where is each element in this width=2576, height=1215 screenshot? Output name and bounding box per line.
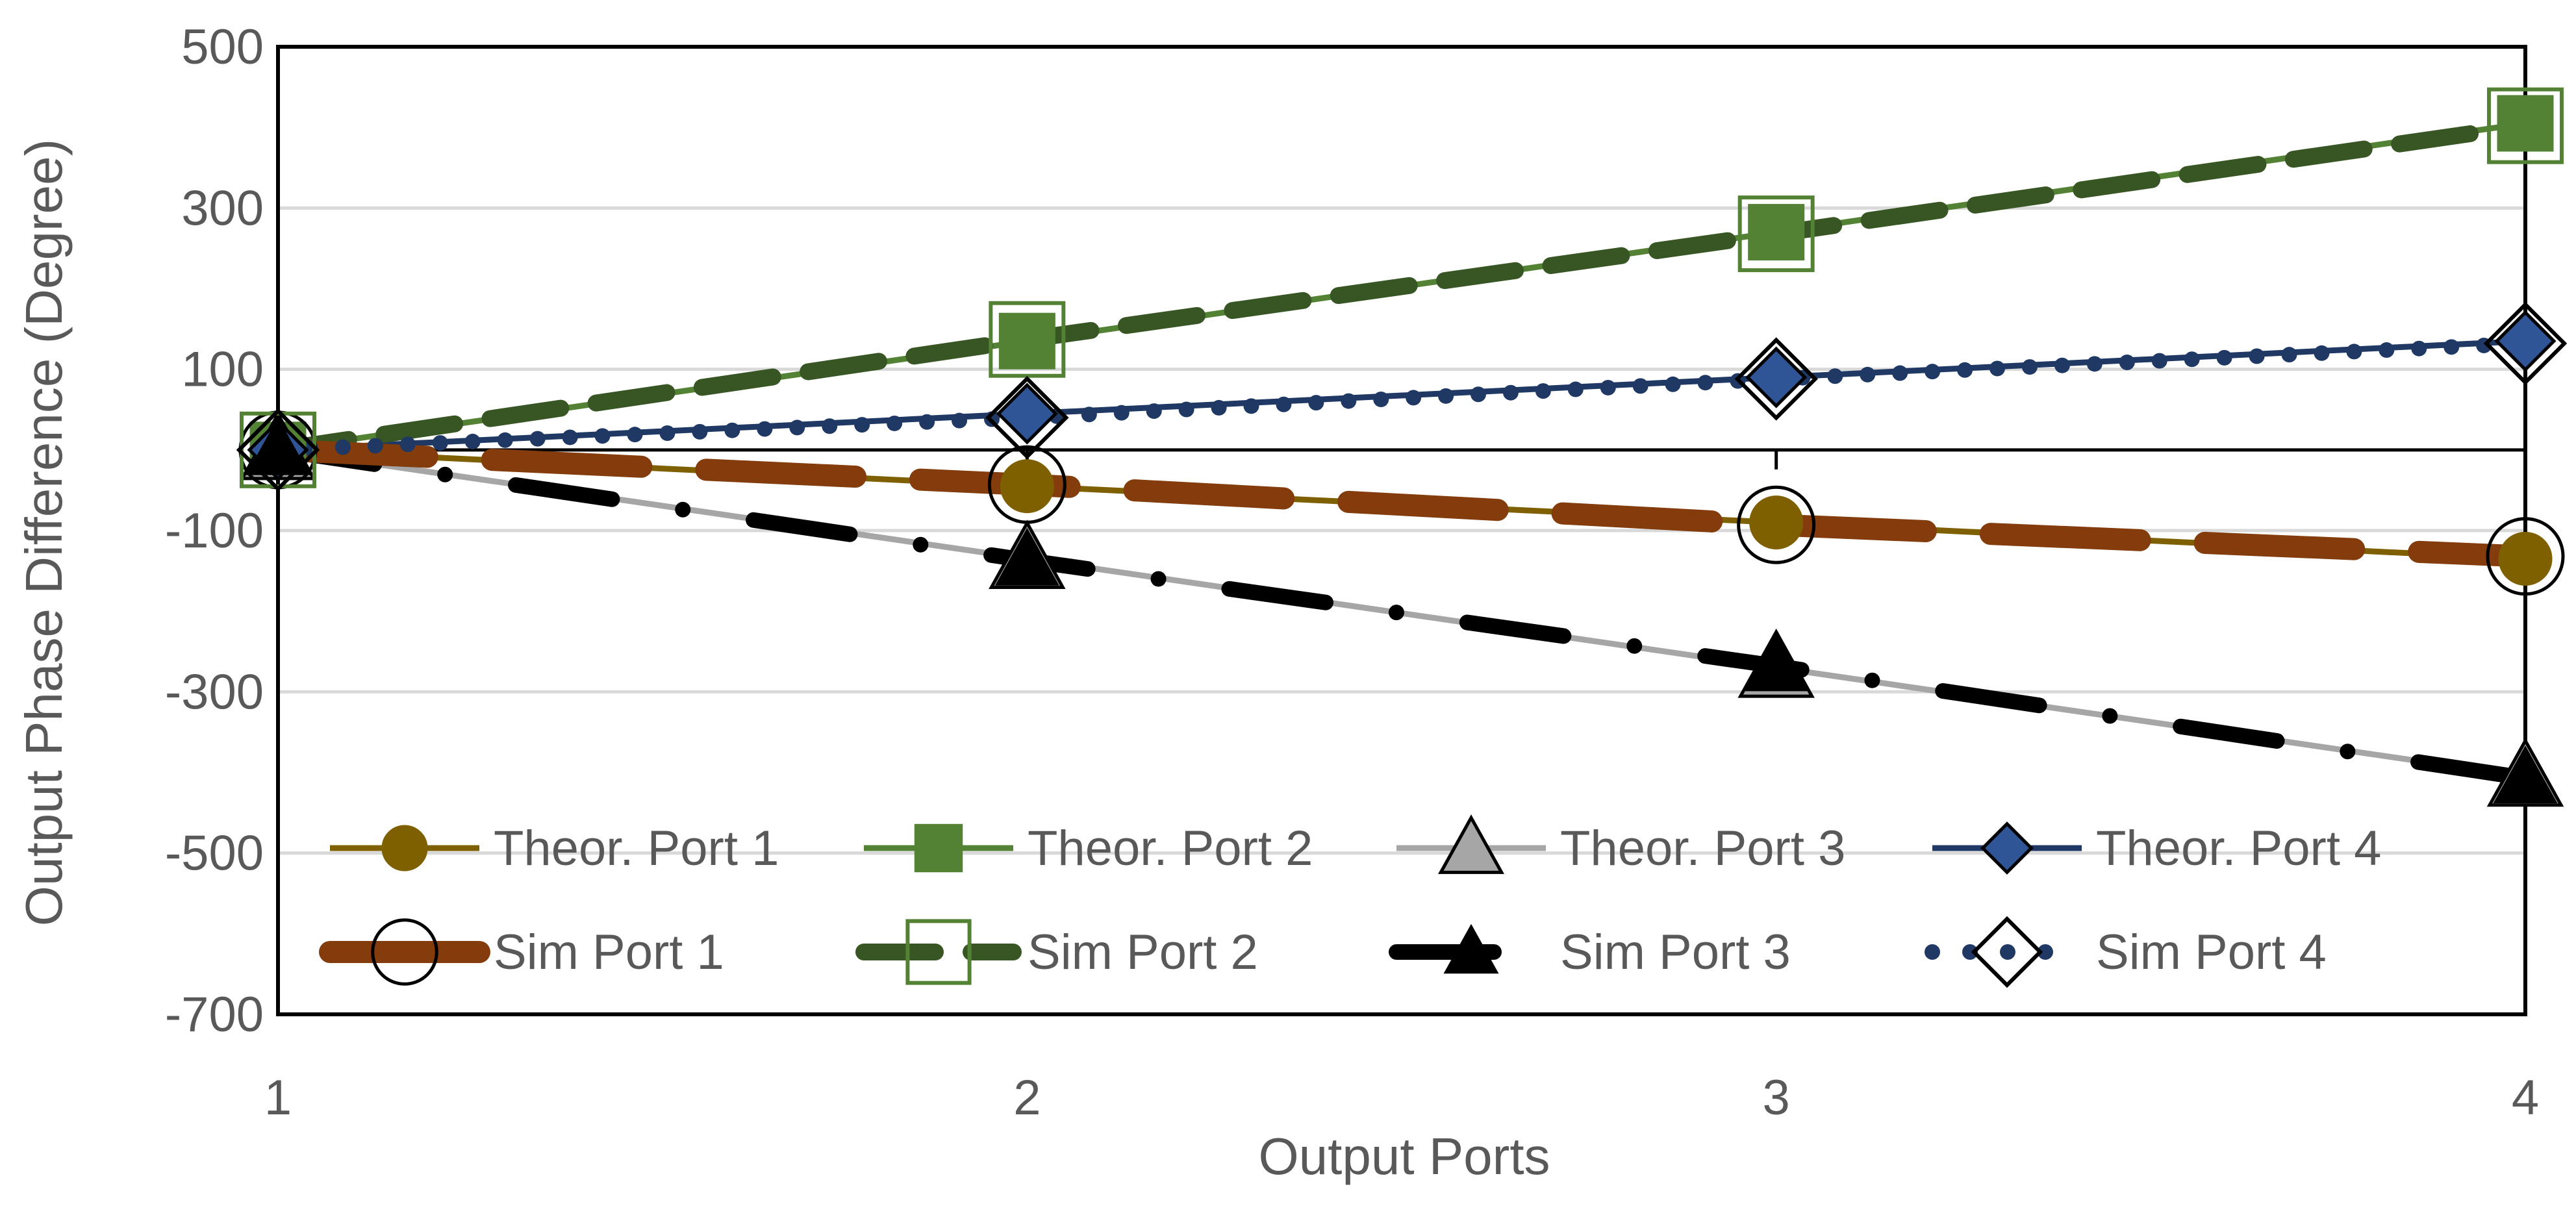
series-4-point — [1745, 346, 1808, 408]
legend-marker-swatch — [914, 823, 963, 873]
legend-label: Theor. Port 2 — [1028, 821, 1313, 876]
legend-label: Theor. Port 1 — [494, 821, 779, 876]
series-line-5 — [267, 438, 2536, 568]
legend-label: Sim Port 4 — [2096, 925, 2327, 980]
legend-marker-swatch — [1443, 923, 1499, 974]
legend-item: Theor. Port 1 — [330, 821, 779, 876]
x-tick-label: 4 — [2512, 1070, 2539, 1125]
plot-area-border — [276, 45, 2527, 1016]
y-tick-label: -700 — [165, 987, 264, 1042]
legend-item: Sim Port 2 — [855, 919, 1258, 985]
legend-label: Theor. Port 4 — [2096, 821, 2381, 876]
series-7-point — [1744, 633, 1809, 692]
series-1-point — [1749, 495, 1804, 550]
legend-marker-swatch — [1971, 916, 2043, 988]
legend-item: Sim Port 1 — [319, 918, 724, 986]
series-8-point — [2483, 301, 2568, 386]
series-line-7 — [270, 442, 2533, 786]
legend-item: Theor. Port 2 — [864, 821, 1313, 876]
y-tick-label: -500 — [165, 826, 264, 881]
x-axis-title: Output Ports — [1258, 1127, 1550, 1185]
x-tick-label: 3 — [1763, 1070, 1790, 1125]
legend-item: Sim Port 4 — [1925, 916, 2327, 988]
legend-marker-swatch — [1980, 821, 2034, 875]
series-6-point — [2487, 87, 2564, 164]
legend-marker-swatch — [905, 919, 972, 985]
series-4-point — [2494, 310, 2557, 372]
y-tick-label: 300 — [181, 181, 264, 236]
legend-item: Theor. Port 4 — [1932, 821, 2381, 876]
y-tick-label: -100 — [165, 503, 264, 558]
legend-marker-swatch — [381, 825, 428, 871]
x-tick-label: 2 — [1013, 1070, 1041, 1125]
legend-marker-swatch — [1438, 814, 1504, 874]
series-2-point — [2497, 95, 2554, 152]
series-8-point — [236, 408, 320, 492]
y-tick-label: 500 — [181, 19, 264, 75]
series-8-point — [1734, 337, 1818, 421]
series-5-point — [987, 445, 1067, 524]
series-5-point — [2486, 517, 2565, 596]
series-7-point — [994, 527, 1059, 586]
legend-label: Theor. Port 3 — [1560, 821, 1845, 876]
legend-item: Theor. Port 3 — [1396, 814, 1845, 876]
series-2-point — [1748, 204, 1805, 261]
series-8-point — [985, 375, 1069, 460]
series-line-6 — [270, 117, 2534, 458]
legend-label: Sim Port 3 — [1560, 925, 1791, 980]
series-2-point — [998, 312, 1055, 370]
series-1-point — [2498, 531, 2553, 586]
legend-label: Sim Port 1 — [494, 925, 724, 980]
series-5-point — [1737, 485, 1816, 564]
y-tick-label: -300 — [165, 664, 264, 720]
y-axis-title: Output Phase Difference (Degree) — [15, 139, 73, 927]
legend-marker-swatch — [371, 918, 438, 986]
y-tick-label: 100 — [181, 342, 264, 397]
x-tick-label: 1 — [264, 1070, 292, 1125]
series-line-4 — [277, 338, 2526, 453]
series-1-point — [1000, 459, 1054, 514]
legend-label: Sim Port 2 — [1028, 925, 1258, 980]
series-7-point — [246, 417, 310, 475]
series-7-point — [2493, 745, 2558, 803]
series-4-point — [996, 382, 1058, 445]
legend-item: Sim Port 3 — [1389, 923, 1791, 980]
series-6-point — [1737, 195, 1815, 273]
series-6-point — [989, 301, 1066, 378]
